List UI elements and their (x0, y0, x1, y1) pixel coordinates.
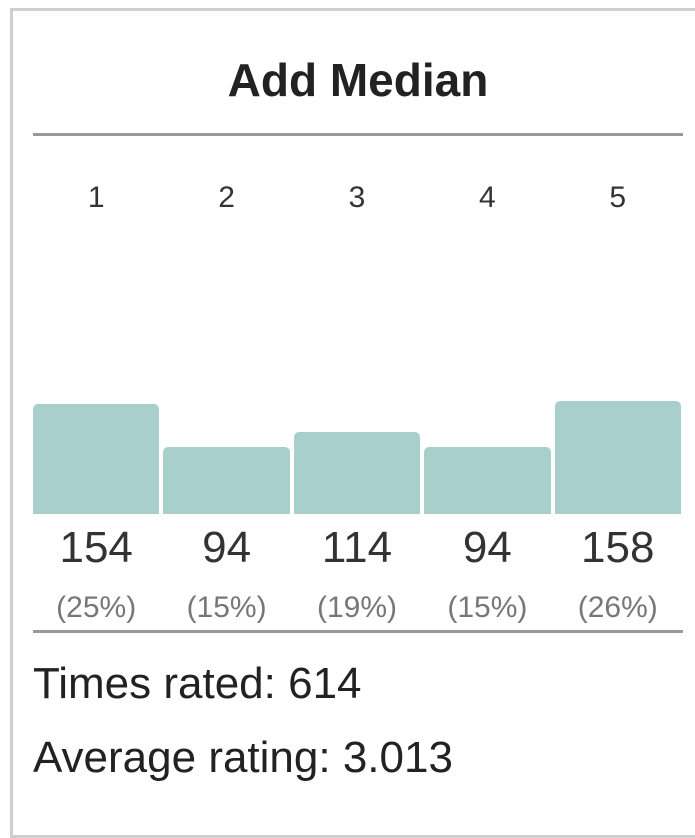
rating-column: 5 158 (26%) (553, 171, 683, 631)
divider (33, 630, 683, 633)
rating-column: 3 114 (19%) (292, 171, 422, 631)
count-label: 154 (59, 523, 133, 572)
title: Add Median (227, 54, 489, 106)
bar (293, 432, 421, 514)
percent-label: (15%) (186, 591, 267, 624)
percent-label: (19%) (316, 591, 397, 624)
count-label: 94 (462, 523, 512, 572)
bar (163, 446, 290, 514)
percent-label: (25%) (56, 591, 137, 624)
bar (554, 401, 681, 514)
rating-panel: Add Median 1 154 (25%) 2 94 (15%) 3 114 (19%) 4 94… (10, 8, 695, 838)
percent-label: (15%) (447, 591, 528, 624)
times-rated: Times rated: 614 (33, 659, 362, 708)
count-label: 114 (321, 523, 393, 572)
rating-label: 2 (218, 181, 235, 214)
percent-label: (26%) (577, 591, 658, 624)
rating-label: 5 (609, 181, 627, 214)
average-rating: Average rating: 3.013 (33, 733, 453, 782)
count-label: 94 (202, 523, 252, 572)
rating-label: 4 (479, 181, 496, 214)
rating-column: 4 94 (15%) (422, 171, 552, 631)
rating-column: 2 94 (15%) (161, 171, 291, 631)
rating-label: 1 (87, 181, 105, 214)
histogram: 1 154 (25%) 2 94 (15%) 3 114 (19%) 4 94 (15%) 5 158 (2… (31, 171, 683, 631)
bar (33, 403, 160, 514)
count-label: 158 (581, 523, 655, 572)
rating-column: 1 154 (25%) (31, 171, 161, 631)
bar (424, 446, 551, 514)
divider (33, 133, 683, 136)
rating-label: 3 (348, 181, 366, 214)
